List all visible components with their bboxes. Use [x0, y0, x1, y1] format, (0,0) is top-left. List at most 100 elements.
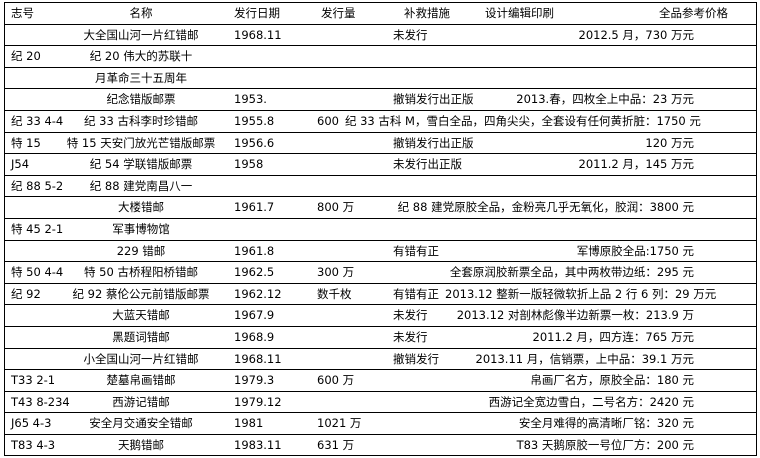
table-header: 志号 名称 发行日期 发行量 补救措施 设计编辑印刷 全品参考价格 [5, 3, 756, 25]
cell-date: 1953. [234, 92, 267, 107]
cell-code: 纪 20 [11, 49, 41, 64]
cell-date: 1968.11 [234, 351, 282, 366]
cell-qty: 1021 万 [317, 416, 362, 431]
table-row: 纪 92 纪 92 蔡伦公元前错版邮票 1962.12 数千枚 有错有正 2013.12 … [5, 284, 756, 306]
cell-date: 1962.12 [234, 286, 282, 301]
cell-name: 小全国山河一片红错邮 [83, 351, 199, 366]
table-row: 纪 20 纪 20 伟大的苏联十 [5, 46, 756, 68]
cell-name: 特 50 古桥程阳桥错邮 [84, 265, 198, 280]
cell-code: T83 4-3 [11, 437, 56, 452]
cell-price: 2013.春，四枚全上中品：23 万元 [516, 92, 694, 107]
cell-date: 1983.11 [234, 437, 282, 452]
cell-measure: 未发行 [393, 308, 428, 323]
table-row: 特 45 2-1 军事博物馆 [5, 219, 756, 241]
cell-name: 纪 88 建党南昌八一 [89, 178, 193, 193]
cell-name: 楚墓帛画错邮 [106, 373, 176, 388]
table-row: 大蓝天错邮 1967.9 未发行 2013.12 对剖林彪像半边新票一枚：213.9 … [5, 305, 756, 327]
cell-measure: 撤销发行出正版 [393, 135, 474, 150]
table-row: 229 错邮 1961.8 有错有正 军博原胶全品:1750 元 [5, 241, 756, 263]
cell-date: 1961.7 [234, 200, 275, 215]
table-row: 特 50 4-4 特 50 古桥程阳桥错邮 1962.5 300 万 全套原润胶新票全品… [5, 262, 756, 284]
cell-code: J54 [11, 157, 30, 172]
cell-price: 2011.2 月，四方连：765 万元 [532, 329, 695, 344]
table-row: T83 4-3 天鹅错邮 1983.11 631 万 T83 天鹅原胶一号位厂方：200… [5, 435, 756, 457]
cell-measure: 未发行出正版 [393, 157, 462, 172]
cell-name: 黑题词错邮 [112, 329, 170, 344]
cell-name: 特 15 天安门放光芒错版邮票 [66, 135, 216, 150]
table-row: J54 纪 54 学联错版邮票 1958 未发行出正版 2011.2 月，145 万元 [5, 154, 756, 176]
cell-price: 纪 88 建党原胶全品，金粉亮几乎无氧化，胶润：3800 元 [397, 200, 694, 215]
table-row: T43 8-234 西游记错邮 1979.12 西游记全宽边雪白，二号名方：2420 … [5, 392, 756, 414]
cell-price: 全套原润胶新票全品，其中两枚带边纸：295 元 [449, 265, 694, 280]
cell-name: 纪 33 古科李时珍错邮 [84, 113, 198, 128]
cell-price: 2013.12 整新一版轻微软折上品 2 行 6 列：29 万元 [445, 286, 717, 301]
cell-name: 纪 54 学联错版邮票 [89, 157, 193, 172]
header-name: 名称 [129, 6, 153, 20]
cell-name: 229 错邮 [116, 243, 166, 258]
cell-date: 1962.5 [234, 265, 275, 280]
cell-measure: 有错有正 [393, 243, 439, 258]
cell-date: 1968.11 [234, 27, 282, 42]
cell-date: 1961.8 [234, 243, 275, 258]
cell-price: 帛画厂名方，原胶全品：180 元 [530, 373, 694, 388]
stamp-table: 志号 名称 发行日期 发行量 补救措施 设计编辑印刷 全品参考价格 大全国山河一… [4, 2, 757, 457]
cell-name: 西游记错邮 [112, 394, 170, 409]
cell-code: J65 4-3 [11, 416, 52, 431]
table-row: 纪念错版邮票 1953. 撤销发行出正版 2013.春，四枚全上中品：23 万元 [5, 89, 756, 111]
table-row: 大楼错邮 1961.7 800 万 纪 88 建党原胶全品，金粉亮几乎无氧化，胶润：3… [5, 197, 756, 219]
cell-price: 安全月难得的高清晰厂铭：320 元 [518, 416, 694, 431]
cell-date: 1967.9 [234, 308, 275, 323]
table-row: 纪 33 4-4 纪 33 古科李时珍错邮 1955.8 600 纪 33 古科 M，雪… [5, 111, 756, 133]
cell-qty: 631 万 [317, 437, 355, 452]
cell-qty: 300 万 [317, 265, 355, 280]
cell-price: 西游记全宽边雪白，二号名方：2420 元 [488, 394, 694, 409]
cell-date: 1958 [234, 157, 264, 172]
cell-code: 纪 33 4-4 [11, 113, 64, 128]
cell-name: 安全月交通安全错邮 [89, 416, 193, 431]
cell-qty: 数千枚 [317, 286, 352, 301]
cell-code: 特 45 2-1 [11, 221, 64, 236]
cell-date: 1955.8 [234, 113, 275, 128]
header-measure: 补救措施 [404, 6, 450, 20]
cell-name: 天鹅错邮 [118, 437, 164, 452]
cell-date: 1968.9 [234, 329, 275, 344]
header-price: 全品参考价格 [659, 6, 728, 20]
cell-qty: 800 万 [317, 200, 355, 215]
cell-price: 纪 33 古科 M，雪白全品，四角尖尖，全套设有任何黄折脏：1750 元 [344, 113, 701, 128]
cell-date: 1981 [234, 416, 264, 431]
cell-name: 大全国山河一片红错邮 [83, 27, 199, 42]
cell-name: 纪 92 蔡伦公元前错版邮票 [72, 286, 210, 301]
cell-price: 2011.2 月，145 万元 [578, 157, 695, 172]
cell-price: 120 万元 [645, 135, 694, 150]
cell-price: 2013.11 月，信销票，上中品：39.1 万元 [475, 351, 694, 366]
cell-name: 纪 20 伟大的苏联十 [89, 49, 193, 64]
table-row: 黑题词错邮 1968.9 未发行 2011.2 月，四方连：765 万元 [5, 327, 756, 349]
cell-measure: 撤销发行出正版 [393, 92, 474, 107]
cell-name: 纪念错版邮票 [106, 92, 176, 107]
cell-code: T43 8-234 [11, 394, 70, 409]
cell-name: 军事博物馆 [112, 221, 170, 236]
header-design: 设计编辑印刷 [485, 6, 554, 20]
cell-code: T33 2-1 [11, 373, 56, 388]
header-date: 发行日期 [234, 6, 280, 20]
cell-measure: 撤销发行 [393, 351, 439, 366]
header-code: 志号 [11, 6, 34, 20]
table-row: T33 2-1 楚墓帛画错邮 1979.3 600 万 帛画厂名方，原胶全品：180 元 [5, 370, 756, 392]
table-row: 特 15 特 15 天安门放光芒错版邮票 1956.6 撤销发行出正版 120 万元 [5, 133, 756, 155]
cell-code: 纪 88 5-2 [11, 178, 64, 193]
table-row: J65 4-3 安全月交通安全错邮 1981 1021 万 安全月难得的高清晰厂铭：32… [5, 413, 756, 435]
cell-qty: 600 万 [317, 373, 355, 388]
cell-measure: 未发行 [393, 27, 428, 42]
cell-price: T83 天鹅原胶一号位厂方：200 元 [516, 437, 694, 452]
table-row: 大全国山河一片红错邮 1968.11 未发行 2012.5 月，730 万元 [5, 25, 756, 47]
cell-name: 月革命三十五周年 [95, 70, 187, 85]
cell-name: 大蓝天错邮 [112, 308, 170, 323]
cell-qty: 600 [317, 113, 339, 128]
cell-measure: 未发行 [393, 329, 428, 344]
cell-date: 1956.6 [234, 135, 275, 150]
cell-measure: 有错有正 [393, 286, 439, 301]
table-row: 纪 88 5-2 纪 88 建党南昌八一 [5, 176, 756, 198]
cell-price: 2012.5 月，730 万元 [578, 27, 695, 42]
header-qty: 发行量 [321, 6, 356, 20]
cell-date: 1979.12 [234, 394, 282, 409]
